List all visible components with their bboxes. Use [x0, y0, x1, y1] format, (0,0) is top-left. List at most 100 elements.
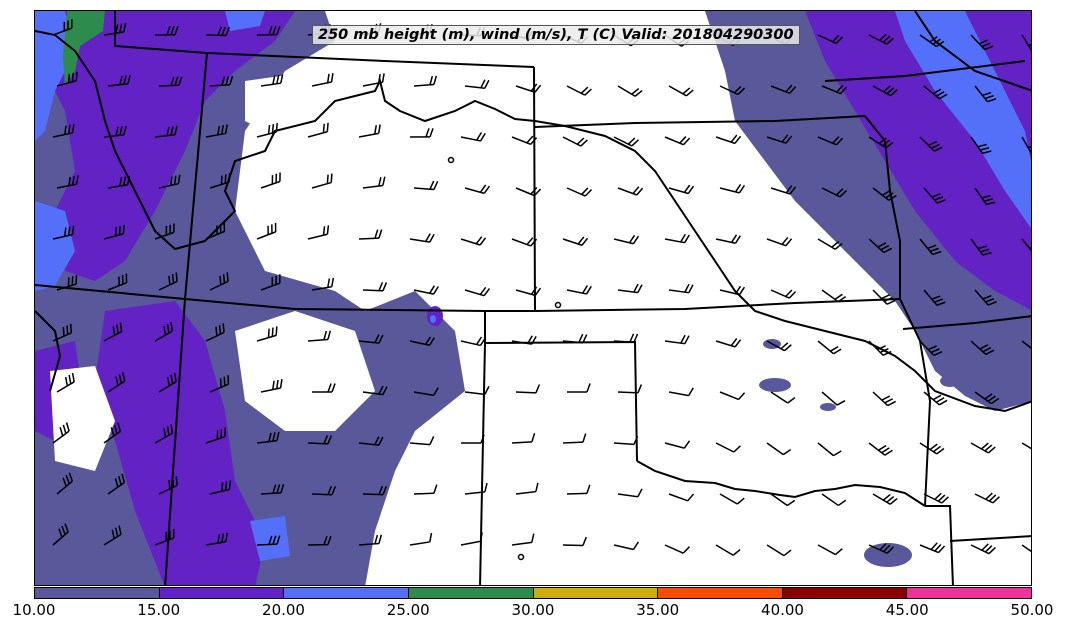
wind-barb-feather: [221, 26, 226, 36]
temp-fill-west-purple: [35, 11, 295, 281]
wind-barb-feather: [484, 482, 488, 493]
wind-barb-feather: [983, 198, 993, 202]
wind-barb-feather: [276, 535, 281, 545]
wind-barb-feather: [535, 384, 541, 394]
wind-barb-feather: [327, 485, 333, 495]
wind-barb-feather: [883, 544, 891, 553]
colorbar-tick-label: 40.00: [761, 601, 804, 619]
temp-fill-west-clear-3: [50, 366, 115, 471]
wind-barb-feather: [884, 449, 893, 456]
wind-barb-feather: [877, 242, 887, 248]
wind-barb-feather: [837, 499, 847, 507]
wind-barb-feather: [534, 84, 542, 93]
wind-barb-feather: [684, 234, 690, 244]
wind-barb-shaft: [817, 238, 836, 250]
wind-barb-shaft: [821, 391, 838, 406]
wind-barb-shaft: [770, 493, 788, 507]
wind-barb-feather: [377, 124, 381, 134]
wind-barb-feather: [68, 374, 72, 384]
wind-barb-shaft: [362, 493, 384, 496]
wind-barb-feather: [280, 74, 284, 84]
colorbar-segment: [782, 588, 908, 598]
wind-barb-feather: [59, 427, 64, 437]
wind-barb-feather: [780, 342, 789, 350]
wind-barb-feather: [1029, 247, 1031, 250]
wind-barb-feather: [886, 495, 895, 503]
wind-barb-feather: [479, 237, 487, 246]
wind-barb-feather: [834, 293, 843, 300]
boundary-idaho-east: [114, 11, 208, 54]
wind-barb-feather: [883, 85, 891, 93]
wind-barb-feather: [326, 122, 329, 132]
wind-barb-feather: [429, 285, 436, 294]
wind-barb-feather: [429, 233, 435, 243]
wind-barb-feather: [730, 338, 738, 347]
wind-barb-feather: [119, 75, 123, 85]
wind-barb-feather: [75, 175, 79, 185]
wind-barb-feather: [929, 36, 938, 43]
wind-barb-feather: [577, 236, 585, 245]
wind-barb-feather: [114, 527, 119, 537]
wind-barb-feather: [888, 194, 897, 201]
wind-barb-feather: [381, 73, 385, 83]
wind-barb-shaft: [664, 442, 685, 449]
wind-barb-feather: [118, 225, 122, 235]
station-markers: [447, 156, 562, 561]
wind-barb-shaft: [613, 544, 634, 551]
wind-barb-feather: [680, 334, 686, 344]
wind-barb-feather: [935, 91, 945, 97]
boundary-wyoming-north: [206, 52, 535, 68]
wind-barb-feather: [935, 397, 945, 403]
wind-barb-shaft: [715, 442, 735, 453]
temp-fill-blob-1: [759, 378, 791, 392]
wind-barb-feather: [682, 87, 691, 95]
wind-barb-feather: [217, 534, 221, 544]
wind-barb-feather: [637, 488, 643, 498]
wind-barb-feather: [225, 532, 229, 542]
wind-barb-feather: [68, 472, 74, 482]
wind-barb-feather: [530, 186, 538, 195]
wind-barb-feather: [889, 497, 898, 505]
wind-barb-feather: [982, 295, 992, 300]
wind-barb-feather: [327, 278, 331, 288]
wind-barb-feather: [169, 176, 173, 186]
wind-barb-feather: [526, 237, 534, 246]
wind-barb-feather: [733, 85, 742, 94]
wind-barb-feather: [226, 272, 229, 282]
wind-barb-shaft: [868, 442, 886, 456]
wind-barb-feather: [272, 75, 276, 85]
wind-barb-feather: [984, 545, 993, 553]
wind-barb-feather: [330, 72, 334, 83]
wind-barb-feather: [978, 39, 988, 45]
wind-barb-feather: [879, 542, 887, 551]
wind-barb-feather: [425, 128, 430, 138]
wind-barb-feather: [71, 225, 75, 235]
temp-fill-west-purple-2: [95, 301, 265, 585]
wind-barb-feather: [785, 135, 793, 144]
wind-barb-shaft: [256, 231, 276, 240]
wind-barb-feather: [580, 86, 589, 94]
wind-barb-feather: [175, 476, 178, 486]
wind-barb-feather: [586, 484, 591, 494]
wind-barb-shaft: [515, 187, 535, 197]
wind-barb-feather: [475, 336, 483, 345]
wind-barb-feather: [229, 75, 234, 85]
wind-barb-feather: [484, 386, 490, 395]
wind-barb-feather: [479, 532, 483, 542]
wind-barb-feather: [163, 326, 167, 336]
wind-barb-feather: [890, 89, 898, 97]
wind-barb-feather: [174, 125, 178, 135]
colorbar-segment: [159, 588, 285, 598]
wind-barb-feather: [985, 349, 995, 356]
wind-barb-feather: [785, 289, 793, 297]
wind-barb-feather: [631, 139, 639, 147]
wind-barb-feather: [433, 484, 438, 494]
wind-barb-shaft: [613, 442, 635, 446]
wind-barb-shaft: [770, 391, 789, 404]
boundary-red-river: [636, 460, 926, 507]
wind-barb-feather: [789, 186, 797, 195]
wind-barb-feather: [170, 76, 175, 86]
wind-barb-feather: [272, 25, 277, 35]
station-marker-2: [554, 301, 562, 309]
wind-barb-feather: [330, 173, 333, 183]
